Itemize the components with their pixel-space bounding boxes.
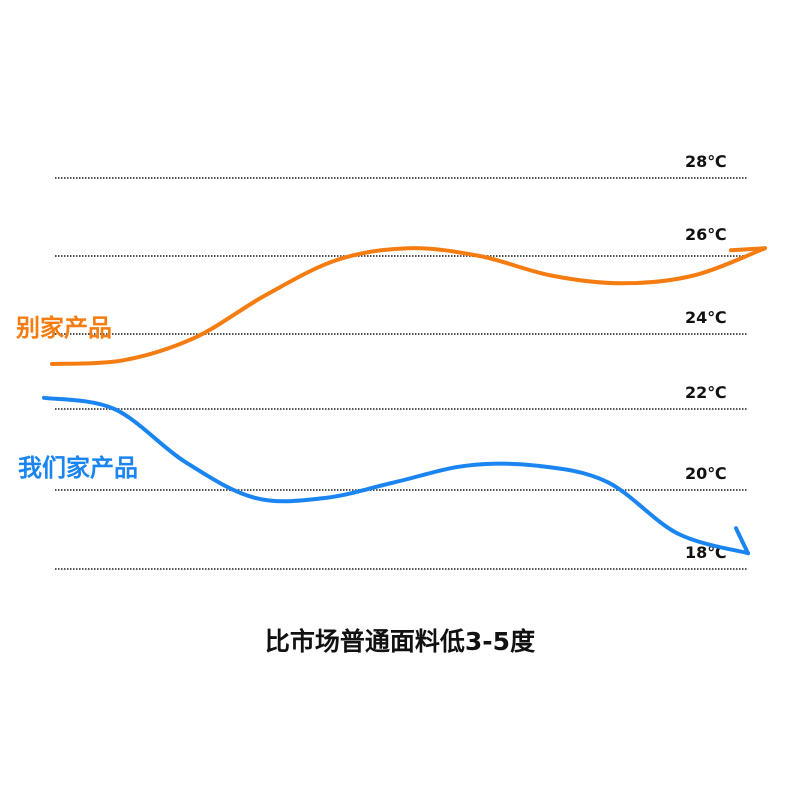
y-tick-label: 22℃ bbox=[685, 383, 727, 402]
y-tick-label: 28℃ bbox=[685, 152, 727, 171]
series-label-1: 别家产品 bbox=[15, 314, 112, 342]
y-tick-label: 24℃ bbox=[685, 308, 727, 327]
series-arrow-tip-2 bbox=[734, 526, 750, 556]
series-arrow-tip-1 bbox=[729, 246, 767, 253]
series-line-2 bbox=[42, 395, 750, 556]
chart-caption: 比市场普通面料低3-5度 bbox=[264, 627, 536, 656]
series-lines bbox=[42, 246, 767, 556]
series-line-1 bbox=[50, 246, 767, 366]
y-tick-label: 20℃ bbox=[685, 464, 727, 483]
series-label-2: 我们家产品 bbox=[18, 454, 138, 482]
y-tick-labels: 28℃26℃24℃22℃20℃18℃ bbox=[685, 152, 727, 562]
y-tick-label: 26℃ bbox=[685, 225, 727, 244]
grid-lines bbox=[55, 177, 748, 570]
